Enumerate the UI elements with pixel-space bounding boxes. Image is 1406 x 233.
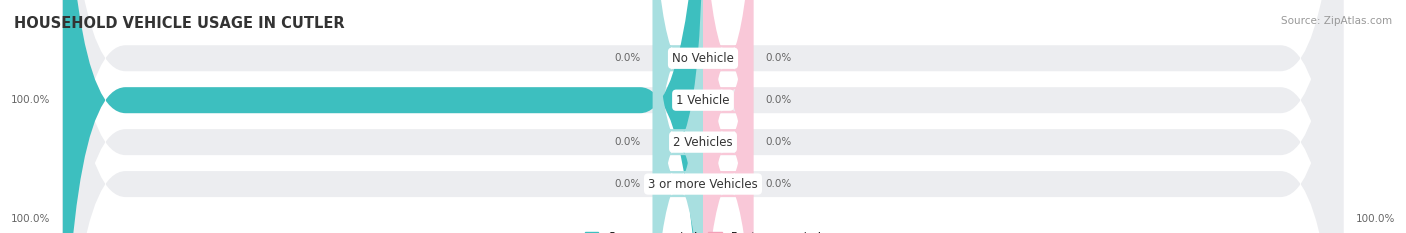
FancyBboxPatch shape (652, 0, 703, 233)
Legend: Owner-occupied, Renter-occupied: Owner-occupied, Renter-occupied (581, 227, 825, 233)
FancyBboxPatch shape (652, 0, 703, 233)
FancyBboxPatch shape (652, 0, 703, 233)
Text: 3 or more Vehicles: 3 or more Vehicles (648, 178, 758, 191)
FancyBboxPatch shape (63, 0, 1343, 233)
FancyBboxPatch shape (63, 0, 703, 233)
Text: 0.0%: 0.0% (614, 53, 640, 63)
FancyBboxPatch shape (63, 0, 1343, 233)
FancyBboxPatch shape (63, 0, 1343, 233)
Text: 100.0%: 100.0% (11, 95, 51, 105)
Text: 0.0%: 0.0% (766, 95, 792, 105)
Text: 0.0%: 0.0% (614, 137, 640, 147)
Text: HOUSEHOLD VEHICLE USAGE IN CUTLER: HOUSEHOLD VEHICLE USAGE IN CUTLER (14, 16, 344, 31)
Text: 1 Vehicle: 1 Vehicle (676, 94, 730, 107)
Text: 0.0%: 0.0% (766, 53, 792, 63)
Text: Source: ZipAtlas.com: Source: ZipAtlas.com (1281, 16, 1392, 26)
FancyBboxPatch shape (703, 0, 754, 233)
Text: 100.0%: 100.0% (11, 214, 51, 224)
Text: 100.0%: 100.0% (1355, 214, 1395, 224)
FancyBboxPatch shape (703, 0, 754, 233)
Text: No Vehicle: No Vehicle (672, 52, 734, 65)
FancyBboxPatch shape (703, 0, 754, 233)
FancyBboxPatch shape (703, 0, 754, 233)
FancyBboxPatch shape (63, 0, 1343, 233)
Text: 0.0%: 0.0% (766, 179, 792, 189)
Text: 0.0%: 0.0% (614, 179, 640, 189)
Text: 2 Vehicles: 2 Vehicles (673, 136, 733, 149)
Text: 0.0%: 0.0% (766, 137, 792, 147)
